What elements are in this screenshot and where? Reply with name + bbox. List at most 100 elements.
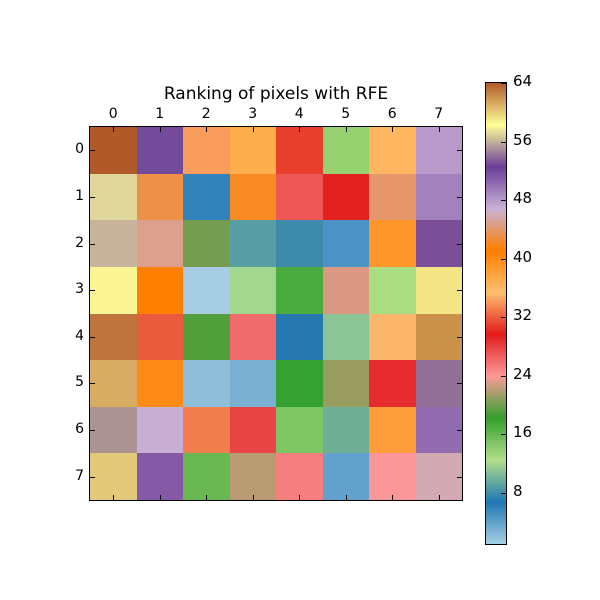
heatmap-cell xyxy=(183,173,230,221)
heatmap-cell xyxy=(276,220,323,267)
heatmap-cell xyxy=(229,406,276,454)
y-tick-label: 1 xyxy=(75,187,84,204)
heatmap-cell xyxy=(415,266,462,314)
heatmap-axes xyxy=(89,126,463,501)
heatmap-cell xyxy=(229,453,276,500)
x-tick-label: 5 xyxy=(341,106,351,122)
heatmap-cell xyxy=(183,220,230,267)
tick-mark xyxy=(457,243,462,245)
heatmap-cell xyxy=(369,360,416,407)
tick-mark xyxy=(392,127,394,132)
heatmap-cell xyxy=(322,360,369,407)
colorbar-tick-mark xyxy=(501,317,506,319)
heatmap-cell xyxy=(90,220,137,267)
colorbar xyxy=(485,82,507,545)
tick-mark xyxy=(90,150,95,152)
tick-mark xyxy=(457,336,462,338)
heatmap-cell xyxy=(136,360,183,407)
colorbar-tick-label: 56 xyxy=(513,130,533,149)
heatmap-cell xyxy=(136,313,183,361)
heatmap-cell xyxy=(90,313,137,361)
heatmap-cell xyxy=(136,266,183,314)
heatmap-cell xyxy=(276,313,323,361)
heatmap-cell xyxy=(90,173,137,221)
heatmap-cell xyxy=(136,453,183,500)
heatmap-cell xyxy=(322,453,369,500)
heatmap-cell xyxy=(322,266,369,314)
heatmap-cell xyxy=(90,360,137,407)
tick-mark xyxy=(159,127,161,132)
tick-mark xyxy=(252,495,254,500)
tick-mark xyxy=(90,430,95,432)
tick-mark xyxy=(457,476,462,478)
tick-mark xyxy=(252,127,254,132)
heatmap-cell xyxy=(415,360,462,407)
colorbar-tick-mark xyxy=(501,492,506,494)
heatmap-cell xyxy=(229,127,276,174)
heatmap-cell xyxy=(369,406,416,454)
tick-mark xyxy=(90,243,95,245)
colorbar-tick-label: 24 xyxy=(513,364,533,383)
y-tick-label: 2 xyxy=(75,234,84,251)
heatmap-cell xyxy=(415,127,462,174)
heatmap-cell xyxy=(136,173,183,221)
heatmap-cell xyxy=(322,406,369,454)
heatmap-cell xyxy=(136,220,183,267)
heatmap-cell xyxy=(415,406,462,454)
tick-mark xyxy=(299,127,301,132)
tick-mark xyxy=(113,495,115,500)
y-tick-label: 6 xyxy=(75,421,84,438)
heatmap-grid xyxy=(90,127,462,500)
tick-mark xyxy=(457,430,462,432)
heatmap-cell xyxy=(183,453,230,500)
colorbar-tick-label: 64 xyxy=(513,72,533,90)
colorbar-tick-label: 48 xyxy=(513,189,533,208)
tick-mark xyxy=(299,495,301,500)
heatmap-cell xyxy=(415,173,462,221)
x-tick-label: 4 xyxy=(294,106,304,122)
y-tick-label: 4 xyxy=(75,327,84,344)
heatmap-cell xyxy=(369,453,416,500)
heatmap-cell xyxy=(90,266,137,314)
heatmap-cell xyxy=(369,127,416,174)
heatmap-cell xyxy=(415,313,462,361)
x-tick-label: 0 xyxy=(108,106,118,122)
heatmap-cell xyxy=(276,173,323,221)
tick-mark xyxy=(113,127,115,132)
heatmap-cell xyxy=(90,453,137,500)
heatmap-cell xyxy=(276,360,323,407)
heatmap-cell xyxy=(369,313,416,361)
x-tick-label: 2 xyxy=(201,106,211,122)
heatmap-cell xyxy=(322,313,369,361)
heatmap-cell xyxy=(322,173,369,221)
heatmap-cell xyxy=(90,406,137,454)
heatmap-cell xyxy=(369,220,416,267)
tick-mark xyxy=(457,196,462,198)
heatmap-cell xyxy=(90,127,137,174)
y-tick-label: 5 xyxy=(75,374,84,391)
tick-mark xyxy=(457,290,462,292)
tick-mark xyxy=(206,127,208,132)
tick-mark xyxy=(438,495,440,500)
heatmap-cell xyxy=(183,406,230,454)
tick-mark xyxy=(392,495,394,500)
heatmap-cell xyxy=(322,127,369,174)
y-tick-label: 0 xyxy=(75,141,84,158)
heatmap-cell xyxy=(229,360,276,407)
tick-mark xyxy=(206,495,208,500)
colorbar-tick-mark xyxy=(501,200,506,202)
x-tick-label: 7 xyxy=(434,106,444,122)
heatmap-cell xyxy=(369,173,416,221)
heatmap-cell xyxy=(183,266,230,314)
chart-title: Ranking of pixels with RFE xyxy=(163,84,389,104)
heatmap-cell xyxy=(229,266,276,314)
colorbar-tick-label: 8 xyxy=(513,481,523,500)
heatmap-cell xyxy=(229,173,276,221)
heatmap-cell xyxy=(136,406,183,454)
tick-mark xyxy=(90,383,95,385)
heatmap-cell xyxy=(276,453,323,500)
heatmap-cell xyxy=(183,313,230,361)
heatmap-cell xyxy=(183,360,230,407)
tick-mark xyxy=(457,383,462,385)
heatmap-cell xyxy=(229,313,276,361)
